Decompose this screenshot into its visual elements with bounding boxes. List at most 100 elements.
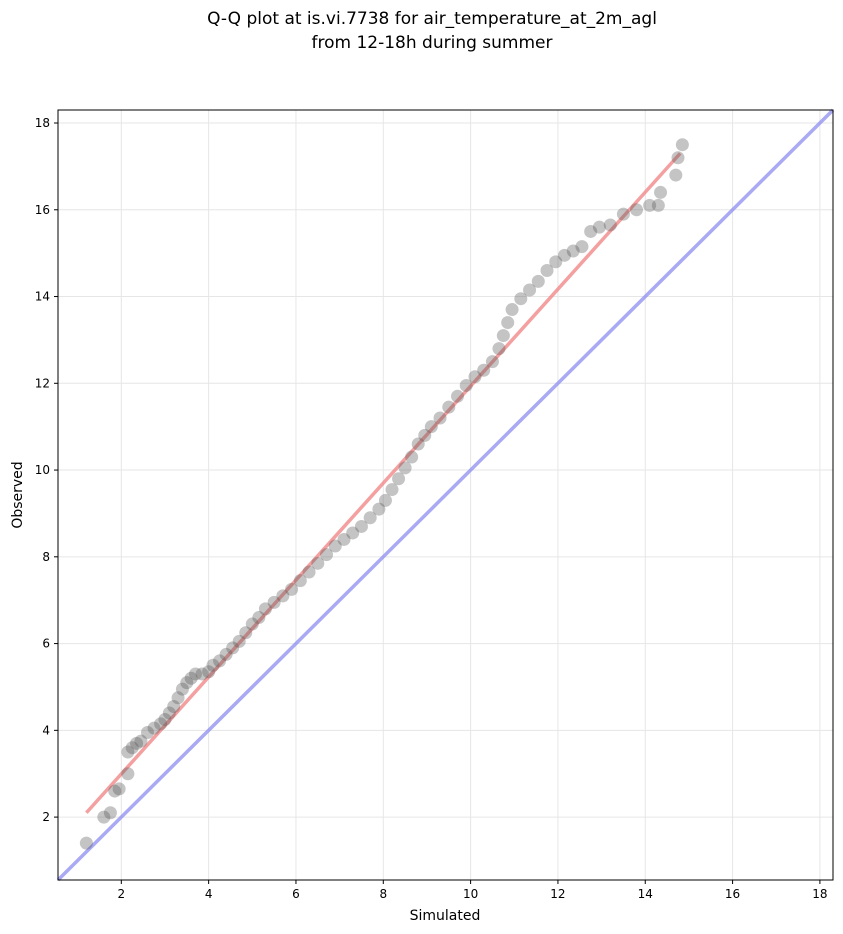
quantile-point [603,218,617,232]
quantile-point [293,574,307,588]
x-tick-label: 16 [725,887,740,901]
quantile-point [643,198,657,212]
x-tick-label: 4 [205,887,213,901]
chart-title: Q-Q plot at is.vi.7738 for air_temperatu… [207,9,657,53]
x-axis-ticks: 2 4 6 8 10 12 14 16 18 [117,880,828,901]
quantile-point [616,207,630,221]
quantile-point [501,316,515,330]
quantile-point [302,565,316,579]
quantile-point [97,810,111,824]
y-tick-label: 18 [35,116,50,130]
quantile-point [531,274,545,288]
x-tick-label: 8 [379,887,387,901]
y-tick-label: 2 [42,810,50,824]
quantile-point [108,784,122,798]
quantile-point [180,676,194,690]
y-tick-label: 4 [42,723,50,737]
y-tick-label: 10 [35,463,50,477]
quantile-point [654,185,668,199]
quantile-point [385,483,399,497]
quantile-point [184,671,198,685]
x-tick-label: 6 [292,887,300,901]
quantile-point [411,437,425,451]
y-tick-label: 6 [42,637,50,651]
identity-line [56,108,835,882]
quantile-point [398,461,412,475]
quantile-point [671,151,685,165]
quantile-point [213,654,227,668]
quantile-point [175,682,189,696]
quantile-point [121,767,135,781]
quantile-point [162,706,176,720]
quantile-point [167,699,181,713]
quantile-point [540,264,554,278]
y-tick-label: 16 [35,203,50,217]
quantile-point [202,665,216,679]
quantile-point [158,712,172,726]
quantile-point [557,248,571,262]
quantile-point [147,721,161,735]
chart-title-line-2: from 12-18h during summer [312,33,553,53]
quantile-point [154,717,168,731]
quantile-point [669,168,683,182]
quantile-point [219,647,233,661]
x-axis-label: Simulated [410,908,481,924]
quantile-point [372,502,386,516]
quantile-point [245,617,259,631]
fit-line [85,152,682,814]
x-tick-label: 10 [463,887,478,901]
quantile-point [651,198,665,212]
x-tick-label: 2 [117,887,125,901]
y-tick-label: 14 [35,290,50,304]
quantile-point [285,582,299,596]
quantile-point [496,329,510,343]
quantile-point [239,626,253,640]
quantile-point [505,303,519,317]
x-tick-label: 12 [550,887,565,901]
quantile-point [195,667,209,681]
y-axis-label: Observed [10,461,26,528]
quantile-point [523,283,537,297]
quantile-point [363,511,377,525]
quantile-point [226,641,240,655]
quantile-point [337,532,351,546]
quantile-point [189,667,203,681]
quantile-point [468,370,482,384]
fit-line-layer [85,152,682,814]
quantile-point [103,806,117,820]
quantile-point [392,472,406,486]
quantile-point [549,255,563,269]
quantile-point [141,726,155,740]
x-tick-label: 14 [638,887,653,901]
plot-frame [57,109,834,881]
x-tick-label: 18 [812,887,827,901]
y-tick-label: 12 [35,376,50,390]
quantile-point [311,556,325,570]
quantile-point [79,836,93,850]
y-axis-ticks: 2 4 6 8 10 12 14 16 18 [35,116,58,824]
quantile-point [125,741,139,755]
quantile-point [405,450,419,464]
chart-title-line-1: Q-Q plot at is.vi.7738 for air_temperatu… [207,9,657,29]
quantile-point [584,224,598,238]
quantile-point [232,634,246,648]
quantile-point [433,411,447,425]
quantile-point [566,244,580,258]
quantile-point [276,589,290,603]
quantile-point [252,611,266,625]
quantile-point [630,203,644,217]
quantile-point [442,400,456,414]
quantile-point [492,342,506,356]
quantile-point [459,378,473,392]
quantile-point [320,548,334,562]
quantile-point [514,292,528,306]
quantile-point [575,240,589,254]
quantile-point [121,745,135,759]
quantile-point [171,691,185,705]
quantile-point [346,526,360,540]
identity-line-layer [56,108,835,882]
quantile-point [477,363,491,377]
quantile-point [354,519,368,533]
grid-lines [58,110,833,880]
